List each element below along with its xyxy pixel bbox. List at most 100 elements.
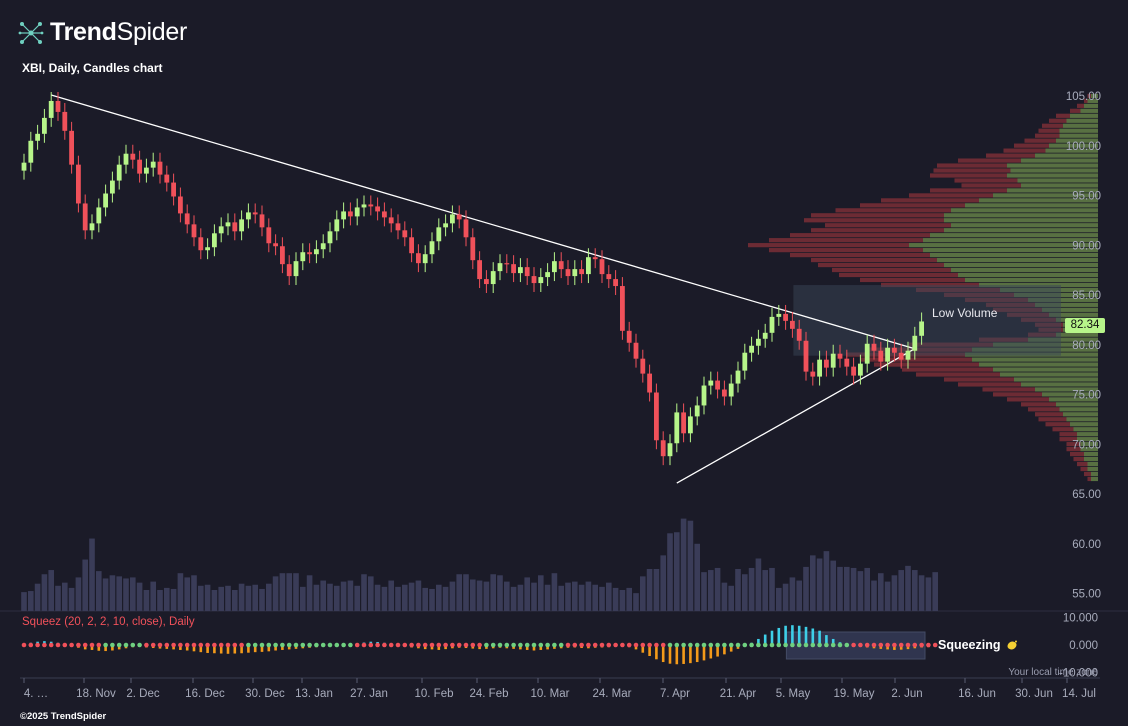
volume-bar: [164, 587, 170, 611]
squeeze-dot: [803, 642, 809, 648]
candle-body: [545, 272, 550, 278]
candle-body: [715, 380, 720, 390]
profile-bar-up: [1042, 392, 1098, 397]
candle-body: [416, 253, 421, 264]
squeeze-dot: [137, 642, 142, 648]
profile-bar-up: [937, 257, 1098, 263]
candle-body: [205, 247, 210, 251]
profile-bar-up: [1056, 402, 1098, 407]
squeeze-dot: [76, 642, 81, 648]
profile-bar-down: [1059, 437, 1077, 442]
profile-bar-down: [1038, 128, 1060, 133]
y-tick-label: 55.00: [1072, 589, 1101, 601]
volume-bar: [626, 587, 632, 611]
volume-bar: [116, 576, 122, 611]
squeeze-dot: [552, 642, 557, 648]
profile-bar-up: [1070, 113, 1098, 118]
squeeze-histogram-bar: [253, 645, 257, 653]
squeeze-histogram-bar: [804, 626, 808, 645]
volume-bar: [68, 587, 75, 611]
candle-body: [701, 385, 707, 406]
profile-bar-up: [1087, 98, 1098, 103]
profile-bar-down: [748, 243, 909, 248]
profile-bar-up: [1059, 133, 1098, 138]
x-axis[interactable]: 4. … 18. Nov 2. Dec 16. Dec 30. Dec 13. Jan 27…: [23, 678, 1096, 700]
volume-bar: [436, 584, 442, 611]
squeeze-dot: [912, 642, 918, 648]
timezone-note[interactable]: Your local time zone: [1008, 667, 1098, 678]
profile-bar-down: [1003, 148, 1046, 153]
volume-bar: [932, 572, 938, 611]
volume-bar: [109, 575, 116, 611]
trendspider-logo-icon: [18, 21, 44, 44]
squeeze-dot: [55, 642, 61, 648]
volume-bar: [925, 577, 932, 611]
candle-body: [341, 211, 346, 220]
squeeze-histogram-bar: [825, 635, 828, 645]
volume-bar: [340, 581, 347, 611]
profile-bar-up: [1077, 437, 1098, 442]
y-axis[interactable]: 105.00 100.00 95.00 90.00 85.00 80.00 75.00 70.…: [1059, 91, 1101, 680]
volume-bar: [422, 587, 428, 611]
candle-body: [579, 269, 584, 275]
volume-bar: [640, 576, 646, 611]
y-tick-label: 95.00: [1072, 191, 1101, 203]
volume-bar: [694, 543, 700, 611]
squeeze-dot: [776, 642, 782, 648]
squeeze-histogram-bar: [240, 645, 243, 654]
profile-bar-up: [909, 243, 1098, 248]
squeeze-dot: [314, 642, 319, 648]
x-tick-label: 24. Mar: [593, 688, 632, 700]
profile-bar-up: [1056, 138, 1098, 143]
squeeze-dot: [538, 642, 544, 648]
profile-bar-down: [769, 248, 923, 253]
squeeze-histogram-bar: [199, 645, 203, 653]
profile-bar-up: [1084, 456, 1098, 462]
profile-bar-down: [1038, 417, 1067, 422]
profile-bar-up: [1087, 466, 1098, 472]
volume-bar: [408, 582, 415, 611]
volume-bar: [565, 582, 571, 611]
squeeze-dot: [21, 642, 27, 648]
profile-bar-up: [1073, 427, 1098, 432]
profile-bar-up: [1049, 143, 1098, 148]
candle-body: [382, 211, 387, 218]
squeeze-dot: [361, 642, 367, 648]
x-tick-label: 24. Feb: [470, 688, 509, 700]
squeeze-dot: [184, 642, 190, 648]
candle-body: [783, 313, 788, 321]
brand-logo[interactable]: TrendSpider: [18, 18, 187, 47]
squeeze-dot: [178, 642, 183, 648]
squeeze-dot: [232, 642, 238, 648]
squeeze-dot: [307, 642, 312, 648]
volume-bar: [21, 592, 27, 611]
candle-body: [273, 243, 278, 247]
volume-bar: [470, 579, 476, 611]
candle-body: [592, 257, 598, 260]
volume-bar: [830, 560, 836, 611]
volume-bar: [313, 584, 320, 611]
squeeze-dot: [286, 642, 292, 648]
x-tick-label: 21. Apr: [720, 688, 757, 700]
candle-body: [239, 219, 244, 232]
volume-bar: [898, 570, 904, 611]
candle-body: [164, 174, 170, 183]
profile-bar-up: [1066, 417, 1098, 422]
squeeze-dot: [89, 642, 95, 648]
squeeze-dot: [892, 642, 897, 648]
profile-bar-down: [874, 362, 979, 367]
volume-bar: [245, 585, 252, 611]
squeeze-dot: [769, 642, 775, 648]
candle-body: [280, 246, 285, 265]
candle-body: [919, 321, 924, 336]
candle-body: [232, 222, 238, 232]
squeeze-dot: [681, 642, 686, 648]
profile-bar-down: [881, 198, 979, 203]
volume-bar: [368, 576, 374, 611]
profile-bar-up: [1077, 432, 1098, 437]
squeeze-dot: [382, 642, 387, 648]
indicator-title[interactable]: Squeez (20, 2, 2, 10, close), Daily: [22, 616, 195, 628]
volume-bar: [674, 532, 680, 611]
volume-bar: [218, 586, 224, 611]
profile-bar-down: [937, 163, 1007, 168]
